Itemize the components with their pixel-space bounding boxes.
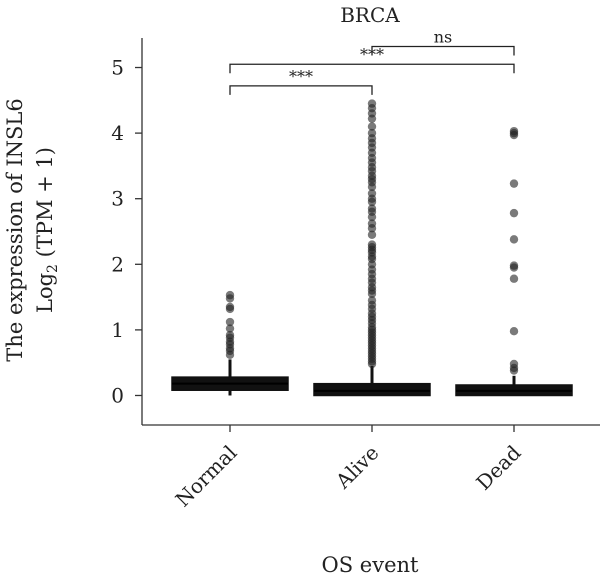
outlier-point [225, 324, 235, 333]
y-axis-label: The expression of INSL6 [3, 98, 27, 361]
x-axis: Normal Alive Dead [142, 424, 600, 512]
box-group-alive [313, 99, 431, 397]
y-tick-label: 2 [111, 252, 124, 276]
outlier-point [367, 296, 377, 305]
y-tick-label: 3 [111, 187, 124, 211]
significance-bracket: *** [229, 67, 373, 95]
x-tick-label: Alive [330, 441, 383, 494]
bracket-line [371, 45, 515, 56]
bracket-line [229, 85, 373, 95]
outlier-point [225, 290, 235, 300]
y-tick-label: 4 [111, 121, 124, 145]
box-group-normal [171, 290, 289, 396]
outlier-point [367, 99, 377, 108]
outlier-point [367, 189, 377, 198]
x-axis-label: OS event [322, 553, 420, 577]
outlier-point [509, 274, 519, 283]
y-tick-label: 1 [111, 318, 124, 342]
bracket-line [229, 63, 515, 74]
outlier-point [225, 330, 235, 340]
outlier-point [367, 122, 377, 131]
outlier-point [509, 208, 519, 218]
plot-area [171, 99, 573, 397]
outlier-point [509, 359, 519, 369]
y-axis: 0 1 2 3 4 5 [111, 38, 143, 425]
x-tick-label: Normal [171, 441, 242, 512]
outlier-point [225, 302, 235, 312]
outlier-point [367, 240, 377, 249]
significance-bracket: ns [371, 28, 515, 56]
outlier-point [367, 128, 377, 138]
outlier-point [367, 219, 377, 228]
outlier-point [509, 235, 519, 244]
y-tick-label: 0 [111, 383, 124, 407]
outlier-point [367, 230, 377, 239]
significance-brackets: ******ns [229, 28, 515, 95]
box-group-dead [455, 126, 573, 397]
y-axis-unit-subscript: 2 [45, 264, 61, 273]
y-tick-label: 5 [111, 56, 124, 80]
box-iqr [313, 382, 431, 397]
chart-title: BRCA [340, 3, 400, 27]
x-tick-label: Dead [471, 440, 525, 494]
y-axis-unit-prefix: Log [33, 273, 57, 313]
outlier-point [509, 327, 519, 336]
y-axis-unit-suffix: (TPM + 1) [33, 147, 57, 264]
outlier-point [367, 204, 377, 213]
outlier-point [509, 179, 519, 188]
outlier-point [509, 261, 519, 270]
outlier-point [225, 317, 235, 327]
significance-label: *** [289, 67, 313, 86]
y-axis-label-unit: Log2 (TPM + 1) [33, 147, 61, 313]
significance-label: ns [434, 28, 453, 47]
outlier-point [509, 126, 519, 136]
